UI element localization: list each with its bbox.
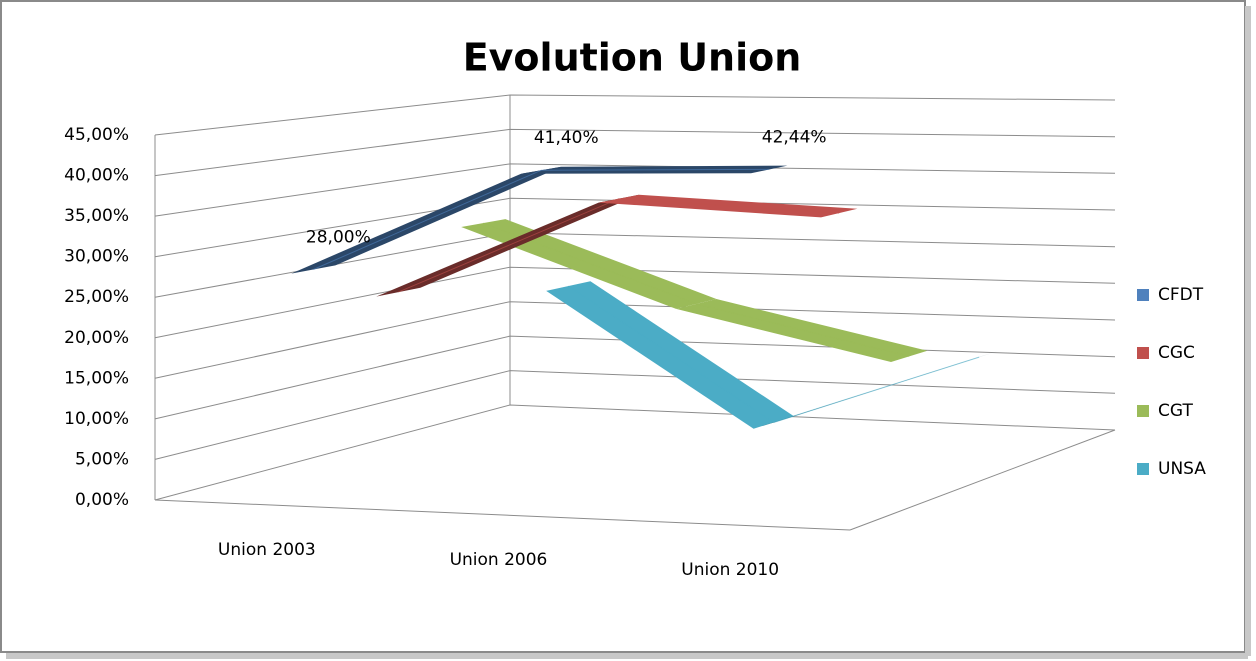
y-tick-label: 40,00% [64,166,129,186]
x-tick-label: Union 2006 [450,550,548,570]
y-tick-label: 0,00% [75,490,129,510]
grid-line [154,301,1116,379]
line [568,285,980,423]
line [398,198,840,293]
x-tick-label: Union 2010 [681,560,779,580]
grid-line [154,94,1116,136]
y-tick-label: 10,00% [64,409,129,429]
legend-swatch [1137,463,1149,475]
axis-line [154,499,851,531]
legend-swatch [1137,405,1149,417]
line [313,168,770,270]
y-tick-label: 15,00% [64,368,129,388]
grid-line [154,404,1116,501]
grid-line [154,197,1116,258]
legend-label: CGT [1158,401,1193,421]
grid-line [154,370,1116,460]
data-label: 42,44% [762,127,827,147]
y-tick-label: 25,00% [64,287,129,307]
grid-line [154,266,1116,339]
axis-line [849,429,1116,531]
chart-title: Evolution Union [463,36,802,80]
legend-swatch [1137,347,1149,359]
legend-label: UNSA [1158,459,1206,479]
y-tick-label: 35,00% [64,206,129,226]
line [483,222,910,357]
legend-swatch [1137,289,1149,301]
grid-line [154,128,1116,177]
legend-label: CGC [1158,343,1195,363]
y-tick-label: 30,00% [64,247,129,267]
data-label: 41,40% [534,128,599,148]
grid-line [154,163,1116,217]
y-tick-label: 5,00% [75,449,129,469]
legend-label: CFDT [1158,285,1204,305]
ribbon [546,281,794,429]
y-tick-label: 45,00% [64,125,129,145]
x-tick-label: Union 2003 [218,540,316,560]
data-label: 28,00% [306,227,371,247]
y-tick-label: 20,00% [64,328,129,348]
